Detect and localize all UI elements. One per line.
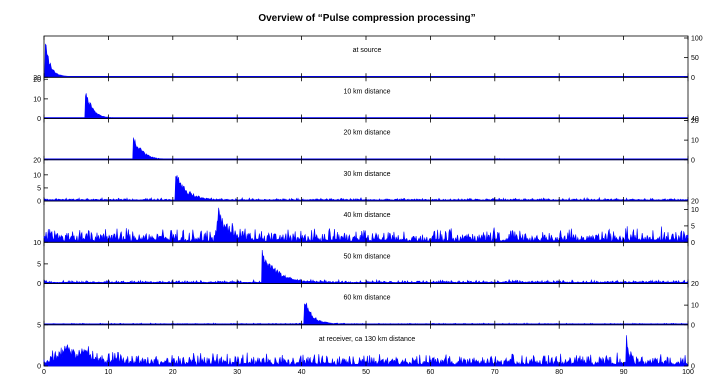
y-tick-label-right: 0 (691, 240, 695, 247)
y-tick-label-left: 5 (37, 322, 41, 329)
x-tick-label: 90 (620, 369, 628, 375)
panel-frame (43, 35, 689, 78)
panel-label: 20 km distance (343, 130, 390, 137)
y-tick-label-right: 10 (691, 138, 699, 145)
panel-label: 10 km distance (343, 88, 390, 95)
y-tick-label-left: 10 (33, 240, 41, 247)
panel-frame (43, 283, 689, 326)
x-tick-label: 30 (233, 369, 241, 375)
y-tick-label-right: 5 (691, 223, 695, 230)
panel: 0 5 10 20 30 km distance (33, 159, 699, 206)
y-tick-label-right: 0 (691, 75, 695, 82)
y-tick-label-right: 20 (691, 118, 699, 125)
y-tick-label-right: 50 (691, 55, 699, 62)
y-tick-label-left: 20 (33, 75, 41, 82)
panel: 0 5 20 50 km distance (37, 241, 699, 288)
y-tick-label-right: 100 (691, 36, 703, 43)
panel-frame (43, 241, 689, 284)
y-tick-label-right: 10 (691, 207, 699, 214)
x-tick-label: 80 (555, 369, 563, 375)
panel: 0 0 at receiver, ca 130 km distance (37, 324, 695, 371)
y-tick-label-left: 0 (37, 199, 41, 206)
panel-label: 30 km distance (343, 171, 390, 178)
y-tick-label-left: 0 (37, 116, 41, 123)
y-tick-label-right: 0 (691, 364, 695, 371)
x-tick-label: 70 (491, 369, 499, 375)
panel-frame (43, 76, 689, 119)
figure-title: Overview of “Pulse compression processin… (258, 13, 475, 24)
y-tick-label-left: 10 (33, 172, 41, 179)
y-tick-label-left: 0 (37, 364, 41, 371)
panel-label: at receiver, ca 130 km distance (319, 336, 416, 343)
y-tick-label-left: 10 (33, 96, 41, 103)
panel-label: 40 km distance (343, 212, 390, 219)
y-tick-label-left: 0 (37, 281, 41, 288)
y-tick-label-left: 20 (33, 157, 41, 164)
y-tick-label-right: 0 (691, 157, 695, 164)
y-tick-label-right: 20 (691, 281, 699, 288)
y-tick-label-left: 5 (37, 185, 41, 192)
panel-label: 60 km distance (343, 295, 390, 302)
y-tick-label-right: 40 (691, 116, 699, 123)
x-tick-label: 20 (169, 369, 177, 375)
x-tick-label: 50 (362, 369, 370, 375)
x-tick-label: 100 (682, 369, 694, 375)
panel-label: 50 km distance (343, 253, 390, 260)
x-tick-label: 0 (42, 369, 46, 375)
y-tick-label-right: 20 (691, 199, 699, 206)
y-tick-label-left: 5 (37, 261, 41, 268)
x-tick-label: 10 (105, 369, 113, 375)
panel: 20 0 10 20 20 km distance (33, 118, 699, 164)
panel-frame (43, 159, 689, 202)
panel: 20 0 50 100 at source (33, 36, 703, 82)
y-tick-label-right: 10 (691, 303, 699, 310)
x-axis: 0 10 20 30 40 50 60 70 80 90 100 (42, 369, 694, 375)
panel-frame (43, 200, 689, 243)
x-tick-label: 40 (298, 369, 306, 375)
panel: 10 0 5 10 40 km distance (33, 200, 699, 247)
panel-label: at source (353, 47, 382, 54)
panel-frame (43, 324, 689, 367)
y-tick-label-left: 20 (33, 77, 41, 84)
panel: 5 0 10 60 km distance (37, 283, 699, 329)
y-tick-label-right: 0 (691, 322, 695, 329)
x-tick-label: 60 (427, 369, 435, 375)
